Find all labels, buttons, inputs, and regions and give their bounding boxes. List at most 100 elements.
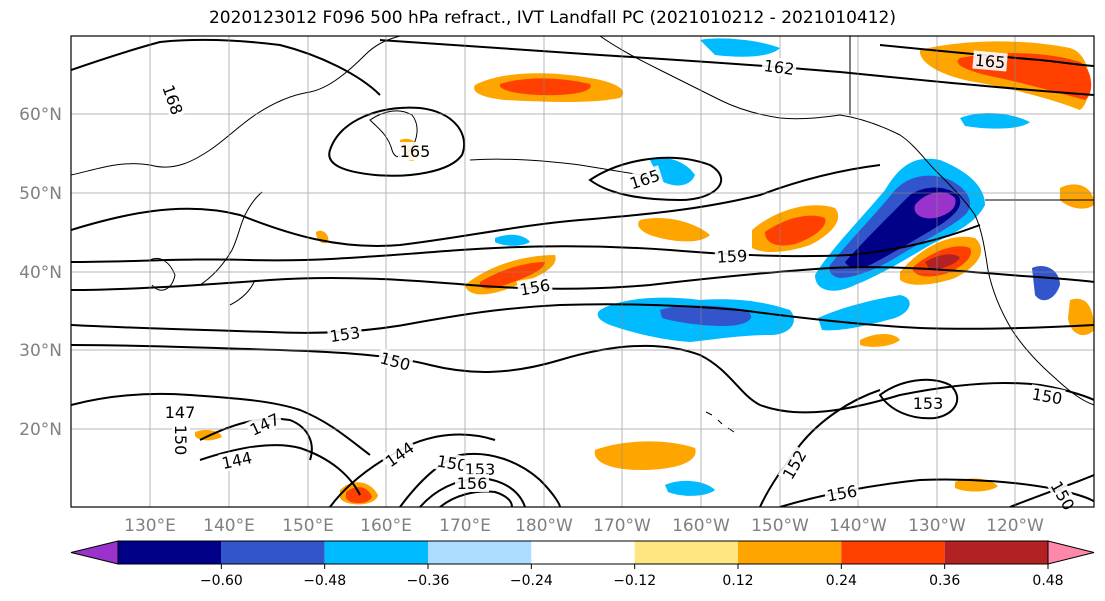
longitude-axis: 130°E 140°E 150°E 160°E 170°E 180°W 170°W 160°W… (124, 516, 1044, 536)
contour-152 (759, 389, 881, 507)
lon-tick-label: 130°W (908, 516, 966, 536)
lon-tick-label: 170°E (439, 516, 491, 536)
positive-anomaly-region (860, 334, 900, 347)
lon-tick-label: 160°E (360, 516, 412, 536)
negative-anomaly-region (660, 305, 752, 326)
contour-label-bg (761, 55, 798, 79)
contour-144 (199, 444, 361, 496)
colorbar-tick-label: −0.48 (303, 573, 346, 589)
contour-label-bg (1046, 476, 1080, 515)
lon-tick-label: 120°W (986, 516, 1044, 536)
contour-label: 162 (761, 55, 798, 79)
contour-label-bg (463, 460, 497, 478)
colorbar-tick-label: 0.48 (1032, 573, 1063, 589)
contour-label-bg (398, 142, 432, 160)
contour-165-loop (328, 106, 466, 177)
contour-label-bg (163, 403, 197, 421)
positive-anomaly-region (499, 78, 591, 96)
contour-label-bg (714, 246, 750, 266)
contour-label-text: 159 (716, 246, 747, 267)
lat-tick-label: 20°N (19, 420, 62, 440)
contour-label: 159 (714, 246, 750, 267)
contour-label: 147 (163, 403, 197, 422)
lon-tick-label: 150°W (751, 516, 809, 536)
contour-label-bg (823, 481, 861, 505)
contour-156-south (439, 490, 513, 507)
colorbar-tick-label: 0.12 (722, 573, 753, 589)
colorbar-tick-label: −0.36 (407, 573, 450, 589)
positive-anomaly-region (638, 217, 710, 242)
contour-label-bg (455, 474, 489, 492)
negative-anomaly-region (914, 192, 956, 219)
contour-label: 165 (972, 50, 1008, 73)
map-frame (70, 35, 1095, 508)
contour-label-bg (158, 80, 188, 119)
colorbar-segment (428, 541, 532, 564)
colorbar-arrow-right (1047, 540, 1095, 565)
contour-label: 150 (171, 423, 190, 457)
lon-tick-label: 160°W (672, 516, 730, 536)
positive-anomaly-region (479, 262, 545, 289)
contour-label-text: 150 (171, 425, 190, 456)
lon-tick-label: 150°E (282, 516, 334, 536)
colorbar-segment (118, 541, 222, 564)
contour-label: 153 (911, 394, 945, 413)
contour-label-bg (245, 408, 284, 440)
lat-tick-label: 50°N (19, 184, 62, 204)
lat-tick-label: 60°N (19, 105, 62, 125)
contour-label-text: 153 (913, 394, 944, 413)
lat-tick-label: 30°N (19, 341, 62, 361)
colorbar-tick-label: 0.24 (826, 573, 857, 589)
colorbar-segment (531, 541, 635, 564)
colorbar-segment (324, 541, 428, 564)
lon-tick-label: 140°E (203, 516, 255, 536)
contour-label-bg (326, 322, 363, 346)
coastlines (71, 36, 1094, 433)
contour-label-text: 162 (763, 56, 796, 79)
contour-label-bg (1028, 384, 1066, 408)
contour-165-nearak (588, 156, 723, 202)
contour-label: 165 (398, 142, 432, 161)
contour-153 (71, 303, 1094, 334)
contour-label: 144 (218, 447, 256, 473)
colorbar-frame (117, 540, 1049, 565)
contour-label-bg (911, 394, 945, 412)
contour-153-east (878, 378, 959, 420)
contour-168 (71, 38, 381, 96)
colorbar-segment (841, 541, 945, 564)
contour-label-text: 156 (457, 474, 488, 493)
colorbar-segment (738, 541, 842, 564)
contour-label-bg (972, 50, 1008, 72)
colorbar-segment (944, 541, 1048, 564)
colorbar-arrow-left (70, 540, 119, 565)
contour-147 (71, 392, 371, 456)
positive-anomaly-region (1060, 184, 1094, 209)
contour-label-bg (172, 423, 190, 457)
colorbar-tick-label: −0.24 (510, 573, 553, 589)
negative-anomaly-region (700, 38, 780, 57)
contour-label-bg (516, 275, 554, 299)
contour-label-bg (625, 165, 664, 193)
contour-165-upper (879, 44, 1094, 67)
contour-label-text: 165 (974, 51, 1006, 73)
colorbar-tick-label: −0.12 (613, 573, 656, 589)
colorbar-segment (634, 541, 738, 564)
colorbar-segment (221, 541, 325, 564)
lon-tick-label: 140°W (829, 516, 887, 536)
korea-coastline (149, 257, 176, 291)
contour-label-bg (433, 451, 471, 475)
contour-label: 156 (455, 474, 489, 493)
contour-150-south (399, 452, 561, 507)
contour-label-text: 153 (328, 323, 361, 346)
lon-tick-label: 170°W (593, 516, 651, 536)
asia-coastline (71, 36, 401, 176)
colorbar-tick-label: 0.36 (929, 573, 960, 589)
lat-tick-label: 40°N (19, 263, 62, 283)
contour-label-bg (380, 437, 419, 472)
contour-label-text: 165 (400, 142, 431, 161)
lon-tick-label: 130°E (124, 516, 176, 536)
japan-coastline (199, 191, 263, 306)
